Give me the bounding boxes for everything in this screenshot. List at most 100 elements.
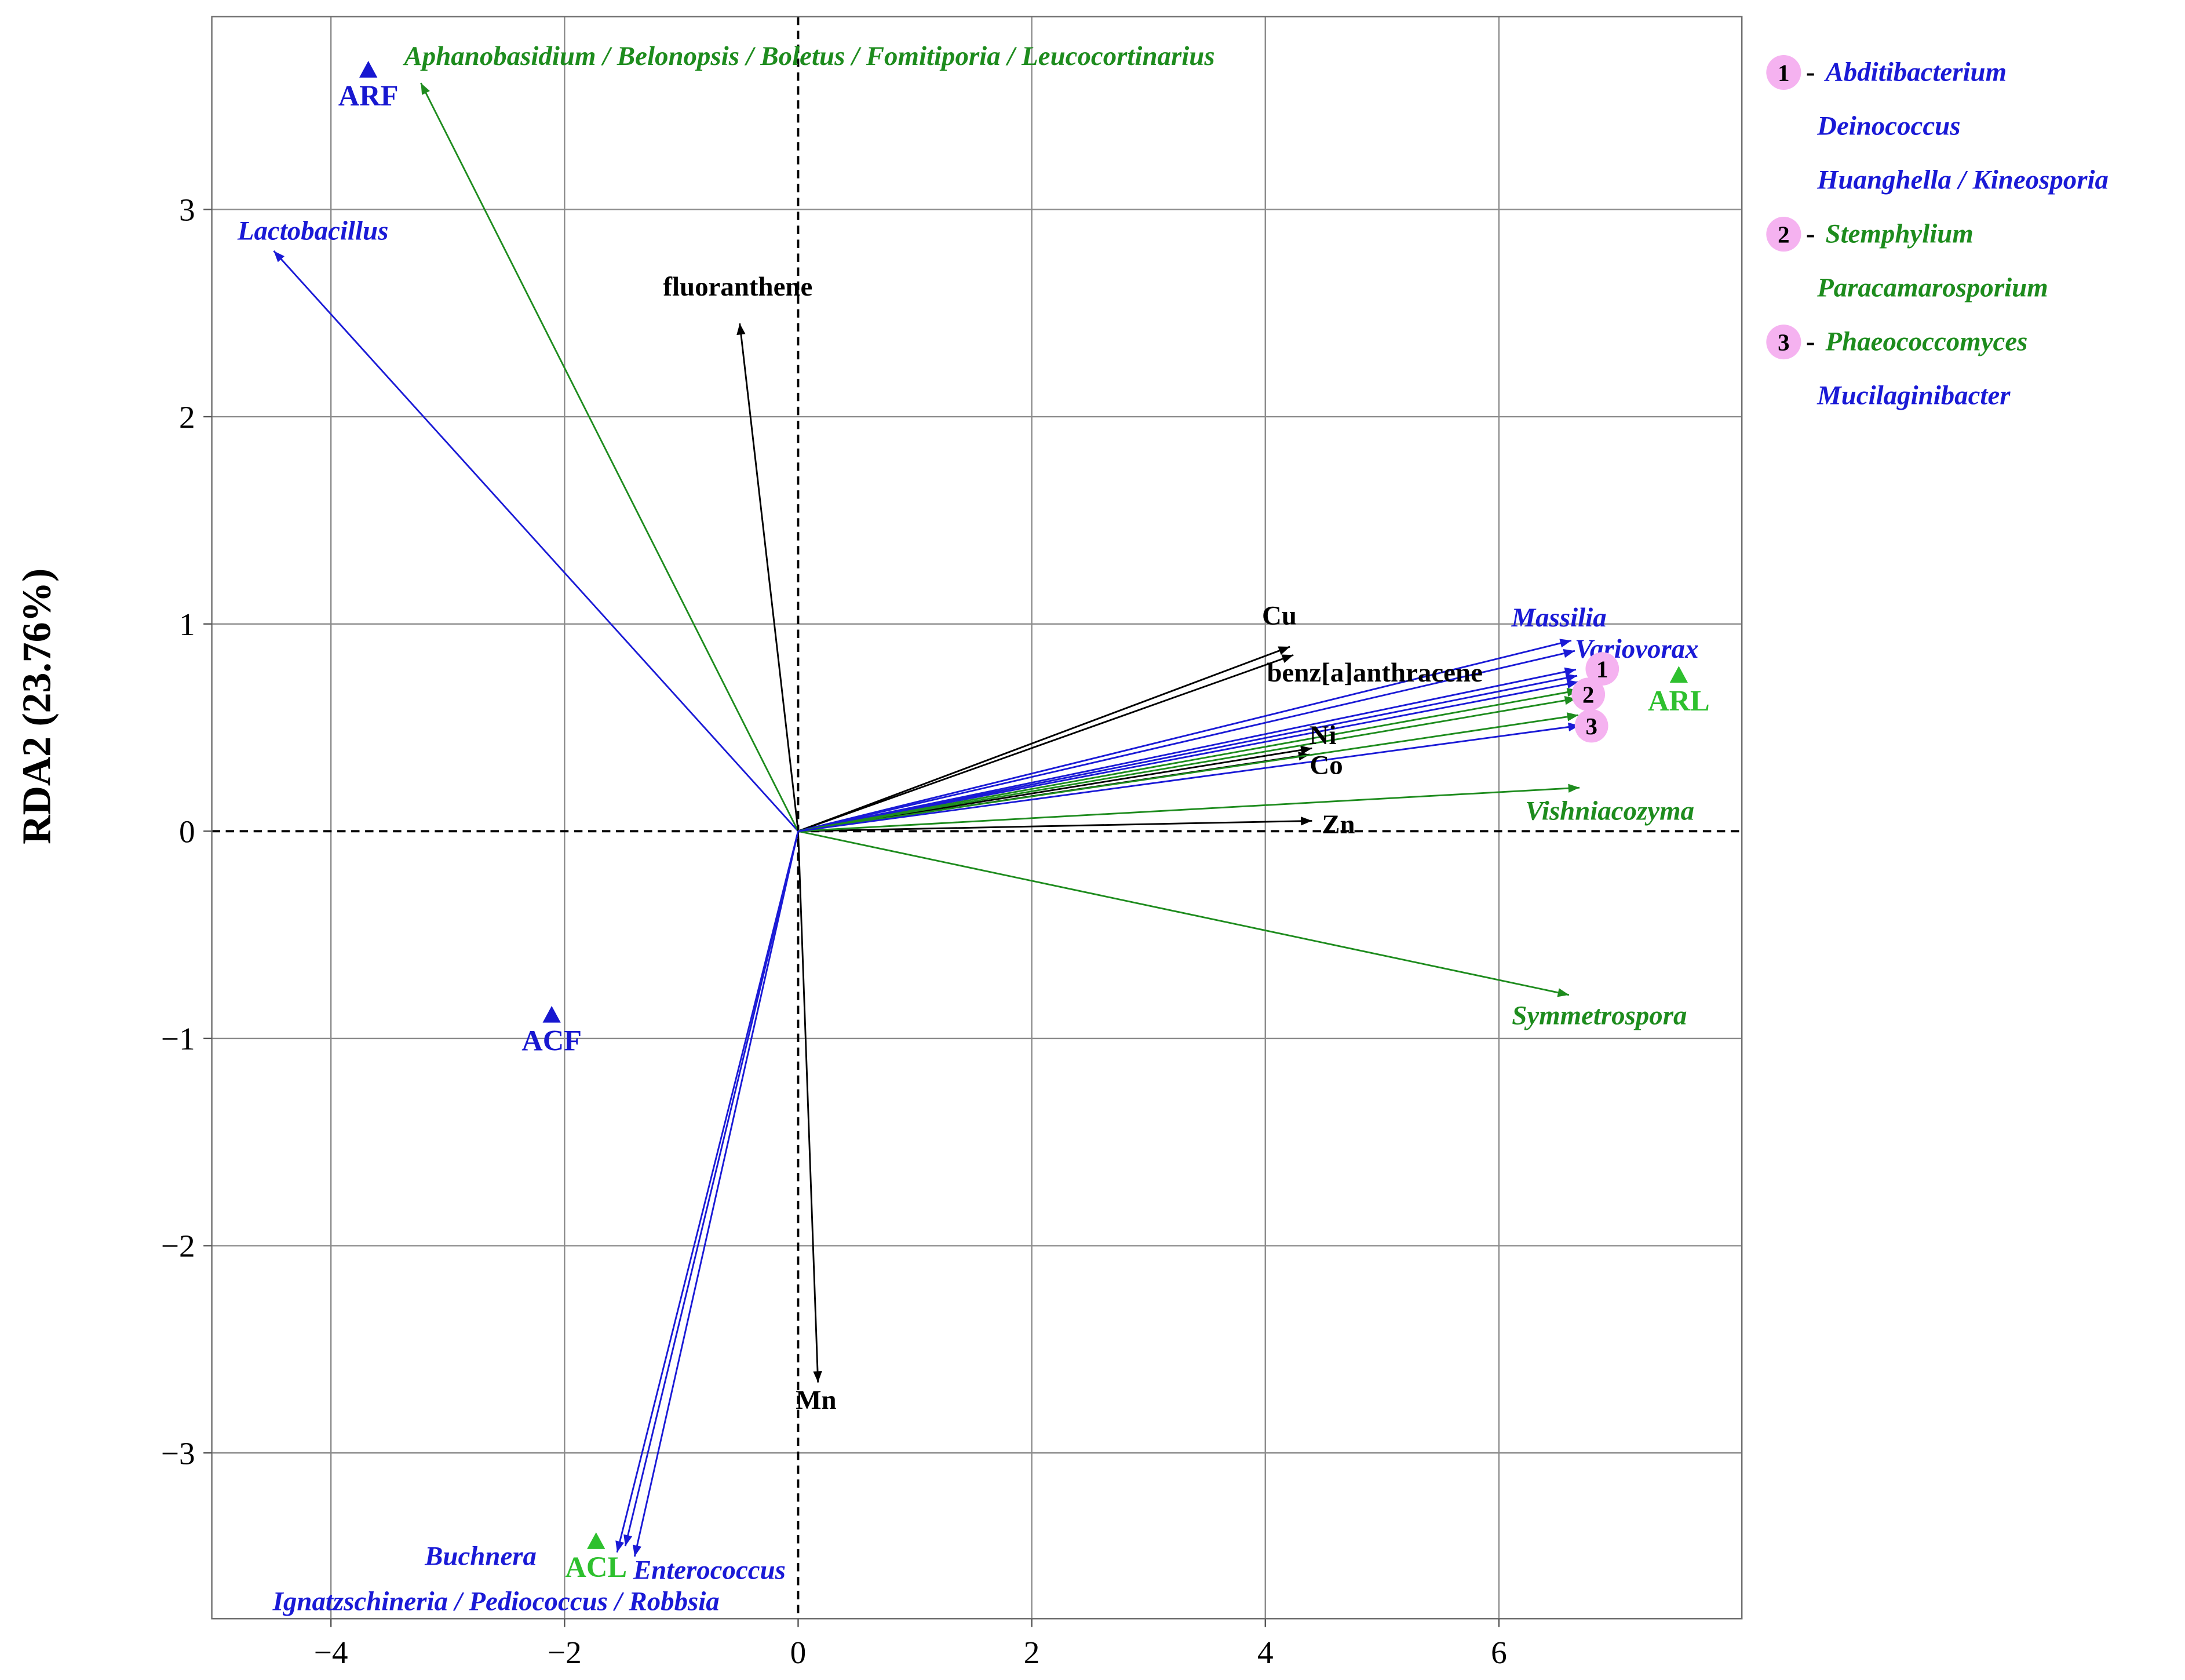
arrow-vishniacozyma-line — [798, 786, 1580, 832]
cluster-badge-layer: 12 3 — [1571, 652, 1619, 743]
y-tick-label: −3 — [161, 1435, 195, 1471]
arrow-massilia — [798, 639, 1572, 832]
arrow-mn-line — [797, 831, 819, 1383]
arrow-zn — [798, 817, 1312, 832]
arrow-mucilaginibacter-line — [798, 724, 1580, 832]
y-tick-label: 0 — [179, 814, 195, 850]
x-tick-label: 2 — [1024, 1635, 1040, 1670]
legend-item-deinococcus: Deinococcus — [1816, 111, 1960, 141]
legend-item-huanghella-kineosporia: Huanghella / Kineosporia — [1816, 165, 2109, 195]
label-cu: Cu — [1262, 601, 1297, 631]
y-tick-label: −1 — [161, 1021, 195, 1056]
label-enterococcus: Enterococcus — [633, 1555, 786, 1585]
legend-badge-number: 3 — [1778, 330, 1789, 356]
cluster-badge-2 — [1571, 677, 1606, 712]
cluster-badge-number: 2 — [1582, 682, 1594, 708]
arrow-variovorax-head — [1563, 649, 1575, 658]
arrow-layer — [273, 82, 1580, 1557]
arrow-phaeococcomyces-head — [1566, 712, 1579, 721]
arrow-ignatzschineria-pediococcus-robbsia-head — [623, 1534, 633, 1547]
arrow-massilia-line — [798, 639, 1572, 832]
label-lactobacillus: Lactobacillus — [237, 216, 388, 246]
legend-item-abditibacterium: Abditibacterium — [1824, 57, 2007, 87]
label-co: Co — [1309, 750, 1343, 781]
sample-label-acf: ACF — [521, 1025, 582, 1057]
zero-lines — [211, 16, 1742, 1619]
arrow-paracamarosporium-line — [798, 697, 1577, 832]
plot-frame — [211, 16, 1743, 1620]
arrow-abditibacterium-line — [798, 668, 1577, 832]
legend-separator: - — [1806, 57, 1815, 87]
label-ignatzschineria-pediococcus-robbsia: Ignatzschineria / Pediococcus / Robbsia — [272, 1587, 720, 1617]
arrow-huanghella-kineosporia-line — [798, 681, 1579, 832]
arrow-vishniacozyma — [798, 783, 1580, 832]
label-aphanobasidium-belonopsis-boletus-fomitiporia-leucocortinarius: Aphanobasidium / Belonopsis / Boletus / … — [403, 41, 1215, 71]
arrow-buchnera-head — [615, 1540, 625, 1553]
arrow-zn-head — [1301, 817, 1312, 826]
arrow-deinococcus-line — [798, 675, 1578, 832]
x-tick-label: 0 — [790, 1635, 807, 1670]
arrow-buchnera-line — [616, 830, 799, 1553]
arrow-benz-a-anthracene-line — [797, 654, 1294, 832]
arrow-huanghella-kineosporia-head — [1566, 679, 1579, 688]
sample-layer: ARF ACF ACL ARL — [338, 60, 1710, 1583]
sample-marker-arf — [359, 60, 378, 78]
legend-badge-number: 1 — [1778, 60, 1789, 86]
arrow-symmetrospora-head — [1557, 988, 1569, 997]
axis-ticks: −4 −2 0 2 4 6 3 2 1 0 −1 −2 −3 — [161, 192, 1507, 1670]
legend-item-mucilaginibacter: Mucilaginibacter — [1816, 381, 2011, 411]
arrow-huanghella-kineosporia — [798, 679, 1579, 832]
arrow-zn-line — [798, 819, 1312, 832]
label-vishniacozyma: Vishniacozyma — [1525, 796, 1694, 826]
arrow-ignatzschineria-pediococcus-robbsia-line — [624, 830, 799, 1547]
label-massilia: Massilia — [1511, 603, 1607, 633]
arrow-symmetrospora-line — [798, 830, 1570, 996]
y-tick-label: −2 — [161, 1229, 195, 1264]
arrow-ignatzschineria-pediococcus-robbsia — [623, 830, 799, 1547]
arrow-cu-line — [797, 646, 1290, 832]
label-fluoranthene: fluoranthene — [663, 272, 812, 302]
arrow-phaeococcomyces-line — [798, 714, 1579, 832]
arrow-vishniacozyma-head — [1568, 783, 1580, 793]
cluster-badge-3 — [1574, 709, 1608, 743]
arrow-stemphylium-line — [798, 689, 1579, 832]
arrow-cu-head — [1278, 646, 1290, 655]
arrow-benz-a-anthracene-head — [1281, 654, 1294, 664]
y-tick-label: 2 — [179, 399, 195, 435]
legend-item-paracamarosporium: Paracamarosporium — [1816, 273, 2048, 303]
arrow-label-layer: Lactobacillus Aphanobasidium / Belonopsis… — [237, 41, 1699, 1617]
arrow-enterococcus-head — [632, 1544, 642, 1557]
sample-label-acl: ACL — [565, 1551, 627, 1583]
x-tick-label: 6 — [1491, 1635, 1507, 1670]
label-zn: Zn — [1322, 810, 1355, 840]
arrow-fluoranthene — [736, 323, 799, 832]
sample-label-arf: ARF — [338, 79, 399, 112]
arrow-fluoranthene-line — [739, 323, 799, 832]
arrow-symmetrospora — [798, 830, 1570, 997]
x-tick-label: 4 — [1257, 1635, 1274, 1670]
sample-marker-acf — [542, 1005, 561, 1023]
label-ni: Ni — [1309, 720, 1337, 750]
arrow-cu — [797, 646, 1290, 832]
arrow-lactobacillus — [273, 250, 799, 832]
cluster-badge-number: 3 — [1585, 713, 1597, 739]
arrow-benz-a-anthracene — [797, 654, 1294, 832]
arrow-buchnera — [615, 830, 799, 1553]
y-axis-label: RDA2 (23.76%) — [15, 568, 60, 844]
legend-separator: - — [1806, 219, 1815, 249]
label-buchnera: Buchnera — [424, 1541, 537, 1571]
arrow-aphanobasidium-belonopsis-boletus-fomitiporia-leucocortinarius-head — [421, 83, 430, 95]
y-tick-label: 3 — [179, 192, 195, 228]
arrow-aphanobasidium-belonopsis-boletus-fomitiporia-leucocortinarius-line — [420, 82, 799, 832]
label-benz-a-anthracene: benz[a]anthracene — [1267, 658, 1482, 688]
y-tick-label: 1 — [179, 607, 195, 642]
arrow-enterococcus-line — [633, 830, 799, 1557]
legend-badge-1 — [1766, 54, 1801, 90]
legend-badge-number: 2 — [1778, 222, 1789, 248]
grid-lines — [211, 16, 1742, 1619]
cluster-badge-number: 1 — [1596, 656, 1608, 682]
arrow-fluoranthene-head — [736, 323, 746, 336]
